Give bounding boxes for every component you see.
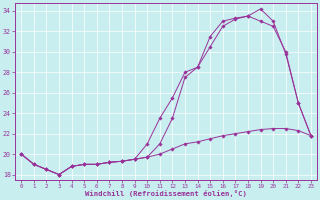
X-axis label: Windchill (Refroidissement éolien,°C): Windchill (Refroidissement éolien,°C) xyxy=(85,190,247,197)
